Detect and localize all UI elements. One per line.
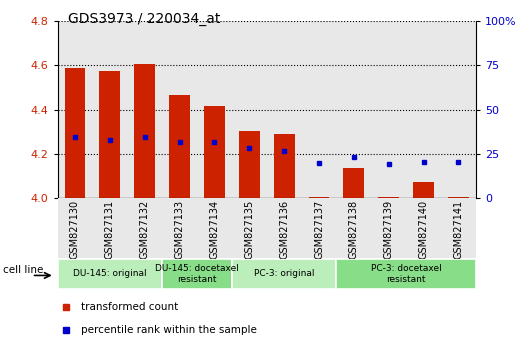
Bar (134, 64, 155, 198)
Bar (239, 131, 260, 198)
Text: percentile rank within the sample: percentile rank within the sample (81, 325, 256, 335)
Bar (162, 21, 197, 198)
Text: PC-3: docetaxel
resistant: PC-3: docetaxel resistant (371, 264, 441, 284)
Bar (274, 134, 294, 198)
Text: GSM827137: GSM827137 (314, 199, 324, 259)
Text: GSM827141: GSM827141 (453, 199, 463, 258)
Text: GSM827134: GSM827134 (209, 199, 220, 258)
FancyBboxPatch shape (336, 259, 476, 289)
Bar (127, 21, 162, 198)
Text: GSM827130: GSM827130 (70, 199, 80, 258)
Text: GSM827131: GSM827131 (105, 199, 115, 258)
Bar (371, 21, 406, 198)
Bar (378, 197, 399, 198)
Bar (371, 198, 406, 258)
Bar (58, 21, 93, 198)
Text: DU-145: original: DU-145: original (73, 269, 146, 279)
Text: GSM827139: GSM827139 (384, 199, 394, 258)
FancyBboxPatch shape (162, 259, 232, 289)
Bar (309, 197, 329, 198)
Text: GSM827140: GSM827140 (418, 199, 429, 258)
FancyBboxPatch shape (232, 259, 336, 289)
Text: DU-145: docetaxel
resistant: DU-145: docetaxel resistant (155, 264, 239, 284)
Text: PC-3: original: PC-3: original (254, 269, 314, 279)
Bar (267, 198, 302, 258)
Bar (267, 21, 302, 198)
Bar (336, 21, 371, 198)
Text: transformed count: transformed count (81, 302, 178, 312)
Bar (99, 71, 120, 198)
Text: GSM827136: GSM827136 (279, 199, 289, 258)
Bar (93, 21, 127, 198)
Bar (406, 198, 441, 258)
Text: GSM827138: GSM827138 (349, 199, 359, 258)
Bar (302, 198, 336, 258)
Text: GSM827132: GSM827132 (140, 199, 150, 259)
Bar (441, 21, 476, 198)
Bar (162, 198, 197, 258)
Text: GSM827135: GSM827135 (244, 199, 254, 259)
Bar (204, 107, 225, 198)
Bar (232, 198, 267, 258)
Bar (302, 21, 336, 198)
Bar (58, 198, 93, 258)
Bar (336, 198, 371, 258)
Bar (93, 198, 127, 258)
Bar (169, 95, 190, 198)
Bar (344, 169, 365, 198)
Bar (413, 182, 434, 198)
Bar (232, 21, 267, 198)
FancyBboxPatch shape (58, 259, 162, 289)
Text: GDS3973 / 220034_at: GDS3973 / 220034_at (68, 12, 220, 27)
Bar (448, 197, 469, 198)
Text: GSM827133: GSM827133 (175, 199, 185, 258)
Bar (64, 68, 85, 198)
Bar (197, 198, 232, 258)
Bar (127, 198, 162, 258)
Bar (441, 198, 476, 258)
Text: cell line: cell line (3, 266, 43, 275)
Bar (406, 21, 441, 198)
Bar (197, 21, 232, 198)
